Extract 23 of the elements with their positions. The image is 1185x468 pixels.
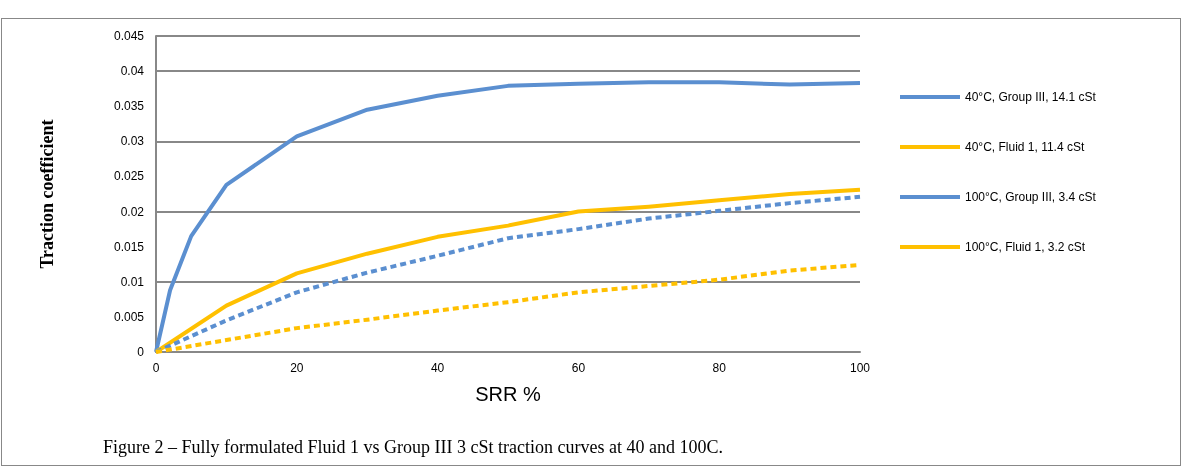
legend-label: 100°C, Group III, 3.4 cSt xyxy=(965,190,1097,204)
legend-label: 40°C, Fluid 1, 11.4 cSt xyxy=(965,140,1085,154)
y-tick-label: 0.02 xyxy=(120,204,145,219)
x-tick-label: 80 xyxy=(712,361,727,375)
y-tick-label: 0.005 xyxy=(113,309,145,324)
y-tick-label: 0.01 xyxy=(120,274,145,289)
y-tick-label: 0.04 xyxy=(120,64,145,79)
y-tick-label: 0.035 xyxy=(113,99,145,114)
y-tick-label: 0.03 xyxy=(120,134,145,149)
x-tick-label: 0 xyxy=(152,361,160,375)
y-axis-title: Traction coefficient xyxy=(37,119,57,269)
y-tick-label: 0.015 xyxy=(113,239,145,254)
y-tick-label: 0 xyxy=(137,345,145,359)
x-tick-label: 20 xyxy=(290,361,304,375)
x-tick-label: 100 xyxy=(849,361,871,375)
caption: Figure 2 – Fully formulated Fluid 1 vs Group III 3 cSt traction curves at 40 and 100C. xyxy=(103,437,723,457)
x-axis-title: SRR % xyxy=(475,383,541,405)
x-tick-label: 60 xyxy=(571,361,586,375)
legend-label: 40°C, Group III, 14.1 cSt xyxy=(965,90,1097,104)
x-tick-label: 40 xyxy=(430,361,445,375)
y-tick-label: 0.045 xyxy=(113,29,145,43)
y-tick-label: 0.025 xyxy=(113,169,145,184)
legend-label: 100°C, Fluid 1, 3.2 cSt xyxy=(965,240,1086,254)
